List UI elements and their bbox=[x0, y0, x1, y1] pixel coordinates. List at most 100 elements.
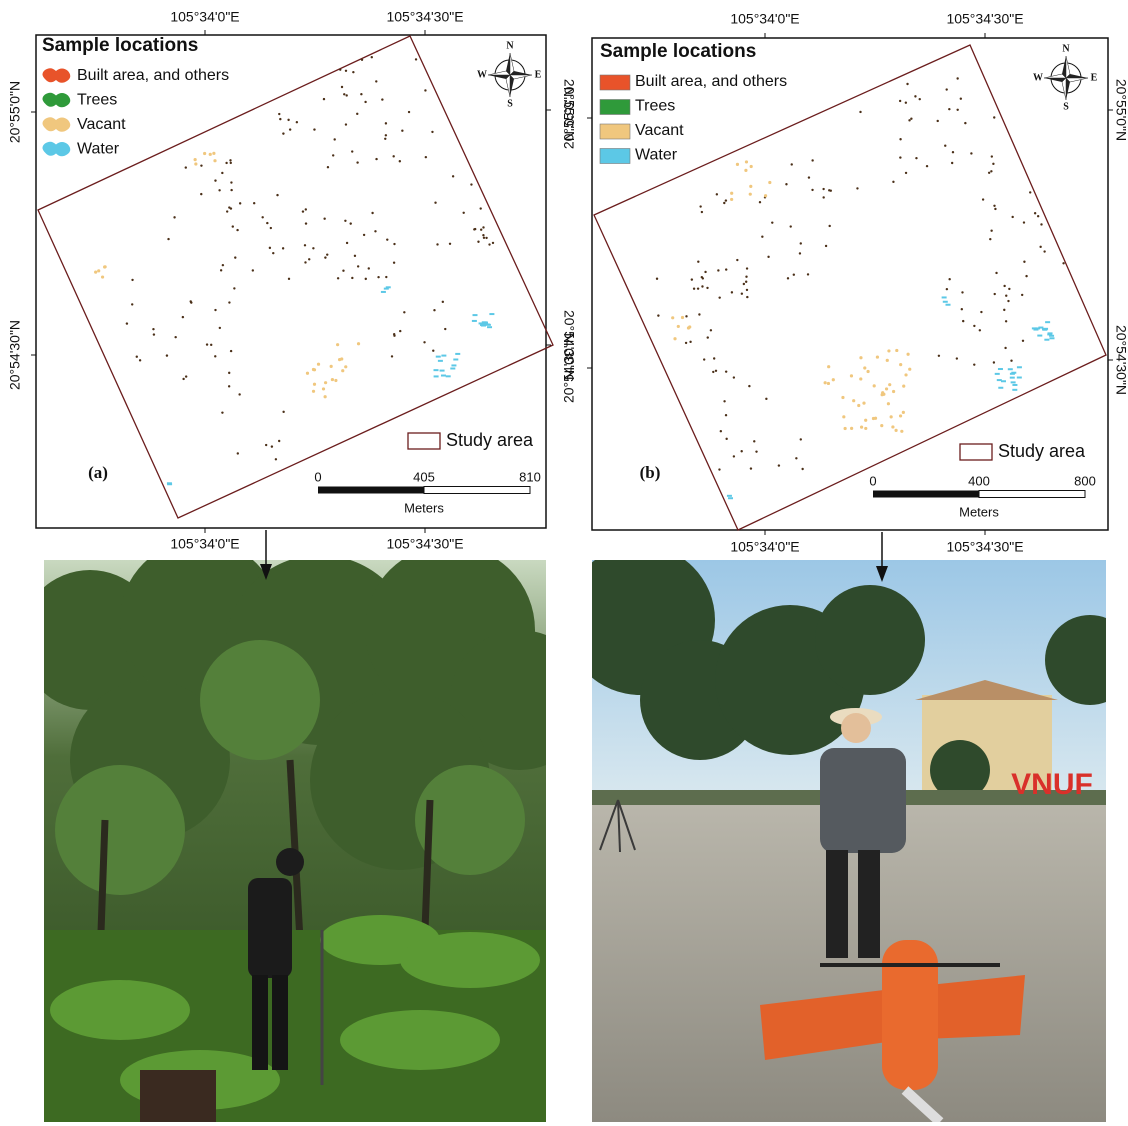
sample-point bbox=[375, 158, 377, 160]
sample-point bbox=[1022, 340, 1024, 342]
sample-point bbox=[671, 316, 674, 319]
sample-point bbox=[850, 427, 853, 430]
sample-point bbox=[749, 193, 752, 196]
sample-point bbox=[436, 356, 441, 358]
scale-unit: Meters bbox=[959, 504, 999, 519]
sample-point bbox=[209, 153, 212, 156]
sample-point bbox=[863, 366, 866, 369]
sample-point bbox=[961, 308, 963, 310]
sample-point bbox=[385, 122, 387, 124]
sample-point bbox=[232, 225, 234, 227]
compass-letter: N bbox=[506, 40, 514, 51]
sample-point bbox=[219, 327, 221, 329]
legend-label: Vacant bbox=[635, 122, 684, 139]
sample-point bbox=[302, 210, 304, 212]
sample-point bbox=[733, 376, 735, 378]
sample-point bbox=[233, 287, 235, 289]
sample-point bbox=[221, 411, 223, 413]
sample-point bbox=[685, 342, 687, 344]
sample-point bbox=[942, 296, 947, 298]
sample-point bbox=[951, 162, 953, 164]
legend-title: Sample locations bbox=[600, 41, 756, 62]
sample-point bbox=[1045, 321, 1050, 323]
sample-point bbox=[1034, 212, 1036, 214]
sample-point bbox=[994, 293, 996, 295]
sample-point bbox=[230, 207, 232, 209]
sample-point bbox=[229, 159, 231, 161]
sample-point bbox=[887, 402, 890, 405]
sample-point bbox=[392, 155, 394, 157]
sample-point bbox=[1001, 380, 1006, 382]
sample-point bbox=[354, 255, 356, 257]
sample-point bbox=[442, 301, 444, 303]
sample-point bbox=[472, 320, 477, 322]
sample-point bbox=[1049, 337, 1054, 339]
sample-point bbox=[990, 230, 992, 232]
sample-point bbox=[748, 385, 750, 387]
bottom-tick-label: 105°34'0"E bbox=[730, 539, 799, 555]
sample-point bbox=[900, 430, 903, 433]
scale-bar-white bbox=[979, 491, 1085, 498]
sample-point bbox=[801, 468, 803, 470]
sample-point bbox=[308, 258, 310, 260]
sample-point bbox=[828, 189, 830, 191]
sample-point bbox=[441, 375, 446, 377]
sample-point bbox=[214, 179, 216, 181]
sample-point bbox=[725, 370, 727, 372]
panel-label: (a) bbox=[88, 463, 108, 482]
sample-point bbox=[101, 275, 104, 278]
sample-point bbox=[656, 278, 658, 280]
sample-point bbox=[948, 108, 950, 110]
sample-point bbox=[657, 314, 659, 316]
right-tick-label: 20°55'0"N bbox=[1113, 79, 1128, 141]
sample-point bbox=[393, 243, 395, 245]
sample-point bbox=[864, 427, 867, 430]
sample-point bbox=[902, 385, 905, 388]
sample-point bbox=[296, 121, 298, 123]
sample-point bbox=[943, 301, 948, 303]
sample-point bbox=[236, 229, 238, 231]
sample-point bbox=[745, 276, 747, 278]
sample-point bbox=[288, 278, 290, 280]
sample-point bbox=[723, 400, 725, 402]
sample-point bbox=[701, 211, 703, 213]
sample-point bbox=[750, 467, 752, 469]
sample-point bbox=[902, 411, 905, 414]
figure: VNUF 105°34'0"E105°34'30"E105°34'0"E105°… bbox=[0, 0, 1128, 1126]
sample-point bbox=[488, 243, 490, 245]
sample-point bbox=[131, 279, 133, 281]
sample-point bbox=[1021, 294, 1023, 296]
sample-point bbox=[717, 269, 719, 271]
top-tick-label: 105°34'0"E bbox=[170, 9, 239, 25]
sample-point bbox=[485, 237, 487, 239]
sample-point bbox=[1012, 389, 1017, 391]
sample-point bbox=[317, 363, 320, 366]
sample-point bbox=[351, 150, 353, 152]
sample-point bbox=[859, 356, 862, 359]
sample-point bbox=[375, 80, 377, 82]
sample-point bbox=[998, 368, 1003, 370]
sample-point bbox=[689, 341, 691, 343]
sample-point bbox=[313, 128, 315, 130]
sample-point bbox=[725, 199, 727, 201]
sample-point bbox=[289, 128, 291, 130]
sample-point bbox=[174, 336, 176, 338]
sample-point bbox=[269, 247, 271, 249]
map-panel: 105°34'0"E105°34'30"E105°34'0"E105°34'30… bbox=[561, 11, 1128, 555]
sample-point bbox=[136, 356, 138, 358]
sample-point bbox=[332, 154, 334, 156]
sample-point bbox=[228, 372, 230, 374]
sample-point bbox=[401, 130, 403, 132]
sample-point bbox=[1042, 329, 1047, 331]
sample-point bbox=[899, 414, 902, 417]
sample-point bbox=[275, 458, 277, 460]
left-tick-label: 20°55'0"N bbox=[561, 87, 577, 149]
sample-point bbox=[324, 256, 326, 258]
sample-point bbox=[1023, 261, 1025, 263]
compass-letter: E bbox=[1091, 72, 1098, 83]
sample-point bbox=[771, 221, 773, 223]
legend-swatch bbox=[600, 75, 630, 90]
sample-point bbox=[1017, 366, 1022, 368]
sample-point bbox=[905, 101, 907, 103]
sample-point bbox=[1008, 368, 1013, 370]
